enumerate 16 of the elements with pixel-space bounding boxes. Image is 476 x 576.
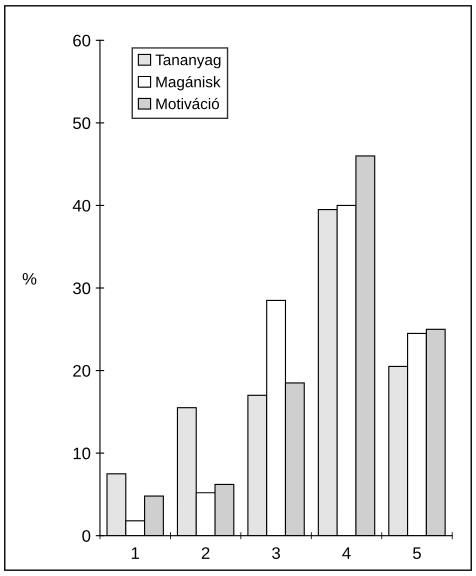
y-tick-label: 50 (73, 117, 90, 130)
x-tick-label: 4 (342, 547, 351, 559)
y-tick-label: 20 (73, 364, 90, 377)
x-tick-label: 5 (413, 547, 421, 560)
y-tick-label: 60 (73, 34, 90, 47)
x-tick-label: 3 (272, 547, 280, 560)
x-tick-label: 1 (132, 547, 140, 559)
y-tick-label: 10 (74, 448, 90, 460)
y-tick-label: 40 (72, 200, 90, 212)
legend-label: Tananyag (156, 54, 220, 68)
y-axis-title: % (22, 272, 36, 285)
legend-label: Magánisk (156, 76, 221, 90)
y-tick-label: 0 (82, 530, 90, 542)
x-tick-label: 2 (202, 547, 210, 559)
y-tick-label: 30 (73, 282, 90, 294)
legend-label: Motiváció (156, 98, 220, 110)
